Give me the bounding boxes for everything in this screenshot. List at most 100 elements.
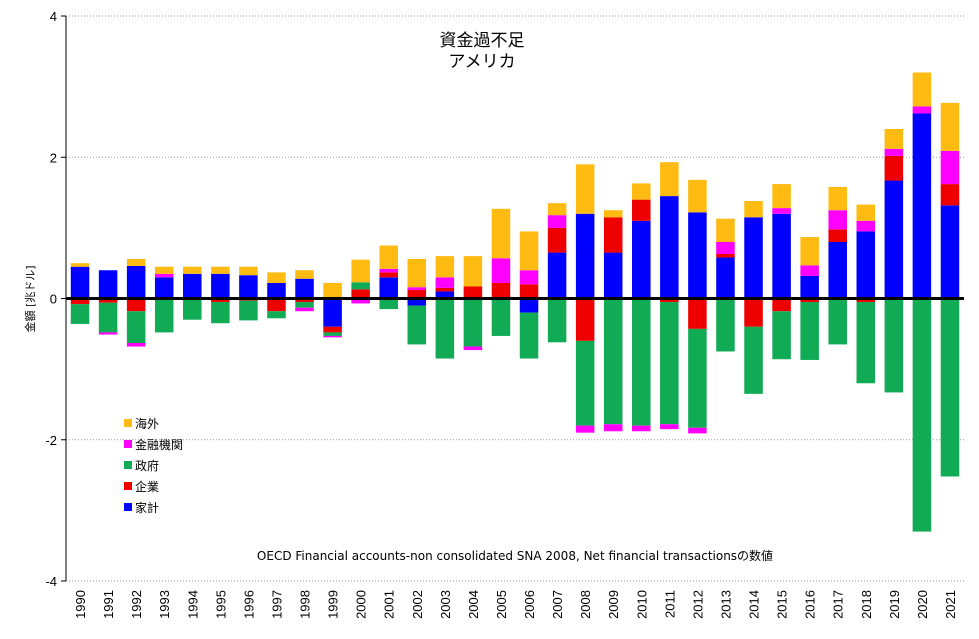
legend-swatch-金融機関: [124, 440, 132, 448]
bar-segment-2019-金融機関: [884, 148, 904, 156]
bar-segment-2009-海外: [603, 210, 623, 218]
bar-segment-2001-金融機関: [379, 268, 398, 273]
bar-segment-2011-家計: [660, 196, 679, 299]
bar-segment-2010-企業: [632, 199, 651, 221]
bar-segment-2005-金融機関: [491, 258, 511, 283]
bar-segment-2020-金融機関: [912, 106, 932, 114]
bar-segment-1995-政府: [211, 302, 230, 324]
bar-segment-2003-政府: [435, 298, 455, 359]
bar-segment-2000-政府: [351, 282, 370, 290]
bar-segment-1999-政府: [323, 332, 342, 336]
bar-segment-2006-海外: [519, 231, 539, 271]
bar-segment-2013-企業: [716, 254, 735, 258]
legend-label-企業: 企業: [135, 479, 159, 494]
bar-segment-1990-家計: [70, 266, 90, 299]
bar-segment-2018-金融機関: [856, 220, 876, 232]
bar-segment-1999-海外: [323, 282, 342, 299]
bar-segment-2010-金融機関: [632, 425, 651, 432]
bar-segment-2003-企業: [435, 287, 455, 292]
y-tick-label: 0: [50, 292, 57, 307]
bar-segment-1993-金融機関: [154, 273, 174, 278]
x-tick-label: 1995: [213, 590, 228, 619]
bar-segment-2002-政府: [407, 305, 427, 345]
bar-segment-1999-家計: [323, 298, 342, 327]
x-tick-label: 1991: [101, 590, 116, 619]
legend-label-海外: 海外: [135, 416, 159, 431]
bar-segment-2011-金融機関: [660, 424, 679, 430]
bar-segment-2008-海外: [575, 164, 595, 214]
bar-segment-1992-企業: [126, 298, 146, 312]
chart-title-line-1: 資金過不足: [440, 31, 525, 51]
grid-lines: [61, 15, 964, 582]
bar-segment-2018-政府: [856, 302, 876, 384]
legend-label-政府: 政府: [135, 458, 159, 473]
bar-segment-2004-海外: [463, 256, 483, 287]
x-tick-label: 1994: [185, 590, 200, 619]
bar-segment-2017-企業: [828, 229, 847, 242]
bar-segment-1992-海外: [126, 258, 146, 267]
bar-segment-2016-政府: [800, 302, 819, 360]
bar-segment-2013-海外: [716, 218, 735, 242]
bar-segment-2007-海外: [547, 203, 567, 216]
bar-segment-2001-海外: [379, 245, 398, 269]
bar-segment-2014-海外: [744, 201, 763, 218]
bar-segment-1998-企業: [295, 298, 314, 303]
bar-segment-2020-政府: [912, 298, 932, 532]
bar-segment-1990-海外: [70, 263, 90, 267]
bar-segment-2017-金融機関: [828, 210, 847, 230]
bar-segment-1997-企業: [267, 298, 286, 312]
bar-segment-2014-家計: [744, 217, 763, 299]
bar-segment-2016-企業: [800, 298, 819, 303]
bar-segment-2007-家計: [547, 252, 567, 299]
bar-segment-1994-海外: [183, 266, 202, 274]
bar-segment-2012-海外: [688, 179, 707, 213]
bar-segment-2008-政府: [575, 340, 595, 426]
bar-segment-2000-海外: [351, 259, 370, 283]
y-tick-labels: 4 2 0 -2 -4: [45, 9, 57, 589]
bar-segment-2008-企業: [575, 298, 595, 341]
bar-segment-2019-企業: [884, 155, 904, 181]
bar-segment-2004-政府: [463, 298, 483, 347]
y-tick-label: -4: [45, 574, 57, 589]
bar-segment-2017-海外: [828, 186, 847, 211]
x-tick-label: 1999: [326, 590, 341, 619]
bar-segment-1997-家計: [267, 282, 286, 299]
x-tick-label: 2013: [718, 590, 733, 619]
bar-segment-2019-政府: [884, 298, 904, 393]
x-tick-label: 1990: [73, 590, 88, 619]
x-tick-label: 2005: [494, 590, 509, 619]
y-axis-label: 金額 [兆ドル]: [23, 265, 37, 332]
bar-segment-1991-政府: [98, 302, 118, 333]
bar-segment-2005-海外: [491, 208, 511, 259]
bar-segment-2002-企業: [407, 290, 427, 299]
bar-segment-1996-海外: [239, 266, 258, 276]
bar-segment-2003-家計: [435, 291, 455, 299]
x-tick-label: 2012: [690, 590, 705, 619]
y-tick-label: 4: [50, 9, 57, 24]
bar-segment-2010-政府: [632, 298, 651, 426]
bar-segment-1996-政府: [239, 300, 258, 321]
bar-segment-2010-家計: [632, 220, 651, 299]
x-tick-label: 2008: [578, 590, 593, 619]
bar-segment-2011-企業: [660, 298, 679, 303]
bar-segment-1990-企業: [70, 298, 90, 305]
bar-segment-2012-家計: [688, 212, 707, 299]
legend-swatch-家計: [124, 503, 132, 511]
bar-segment-2003-海外: [435, 256, 455, 278]
bar-segment-1992-金融機関: [126, 342, 146, 347]
bar-segment-2018-海外: [856, 204, 876, 221]
bar-segment-2010-海外: [632, 183, 651, 200]
legend-label-金融機関: 金融機関: [135, 437, 183, 452]
bar-segment-1997-政府: [267, 311, 286, 319]
bar-segment-2002-金融機関: [407, 287, 427, 291]
x-tick-label: 1993: [157, 590, 172, 619]
bar-segment-1991-企業: [98, 298, 118, 303]
bar-segment-2001-家計: [379, 277, 398, 299]
bar-segment-1997-海外: [267, 272, 286, 283]
x-tick-label: 2017: [831, 590, 846, 619]
bar-segment-1995-企業: [211, 298, 230, 303]
bar-segment-2009-家計: [603, 252, 623, 299]
bar-segment-2021-金融機関: [940, 150, 960, 185]
x-tick-label: 2021: [943, 590, 958, 619]
x-tick-label: 2002: [410, 590, 425, 619]
